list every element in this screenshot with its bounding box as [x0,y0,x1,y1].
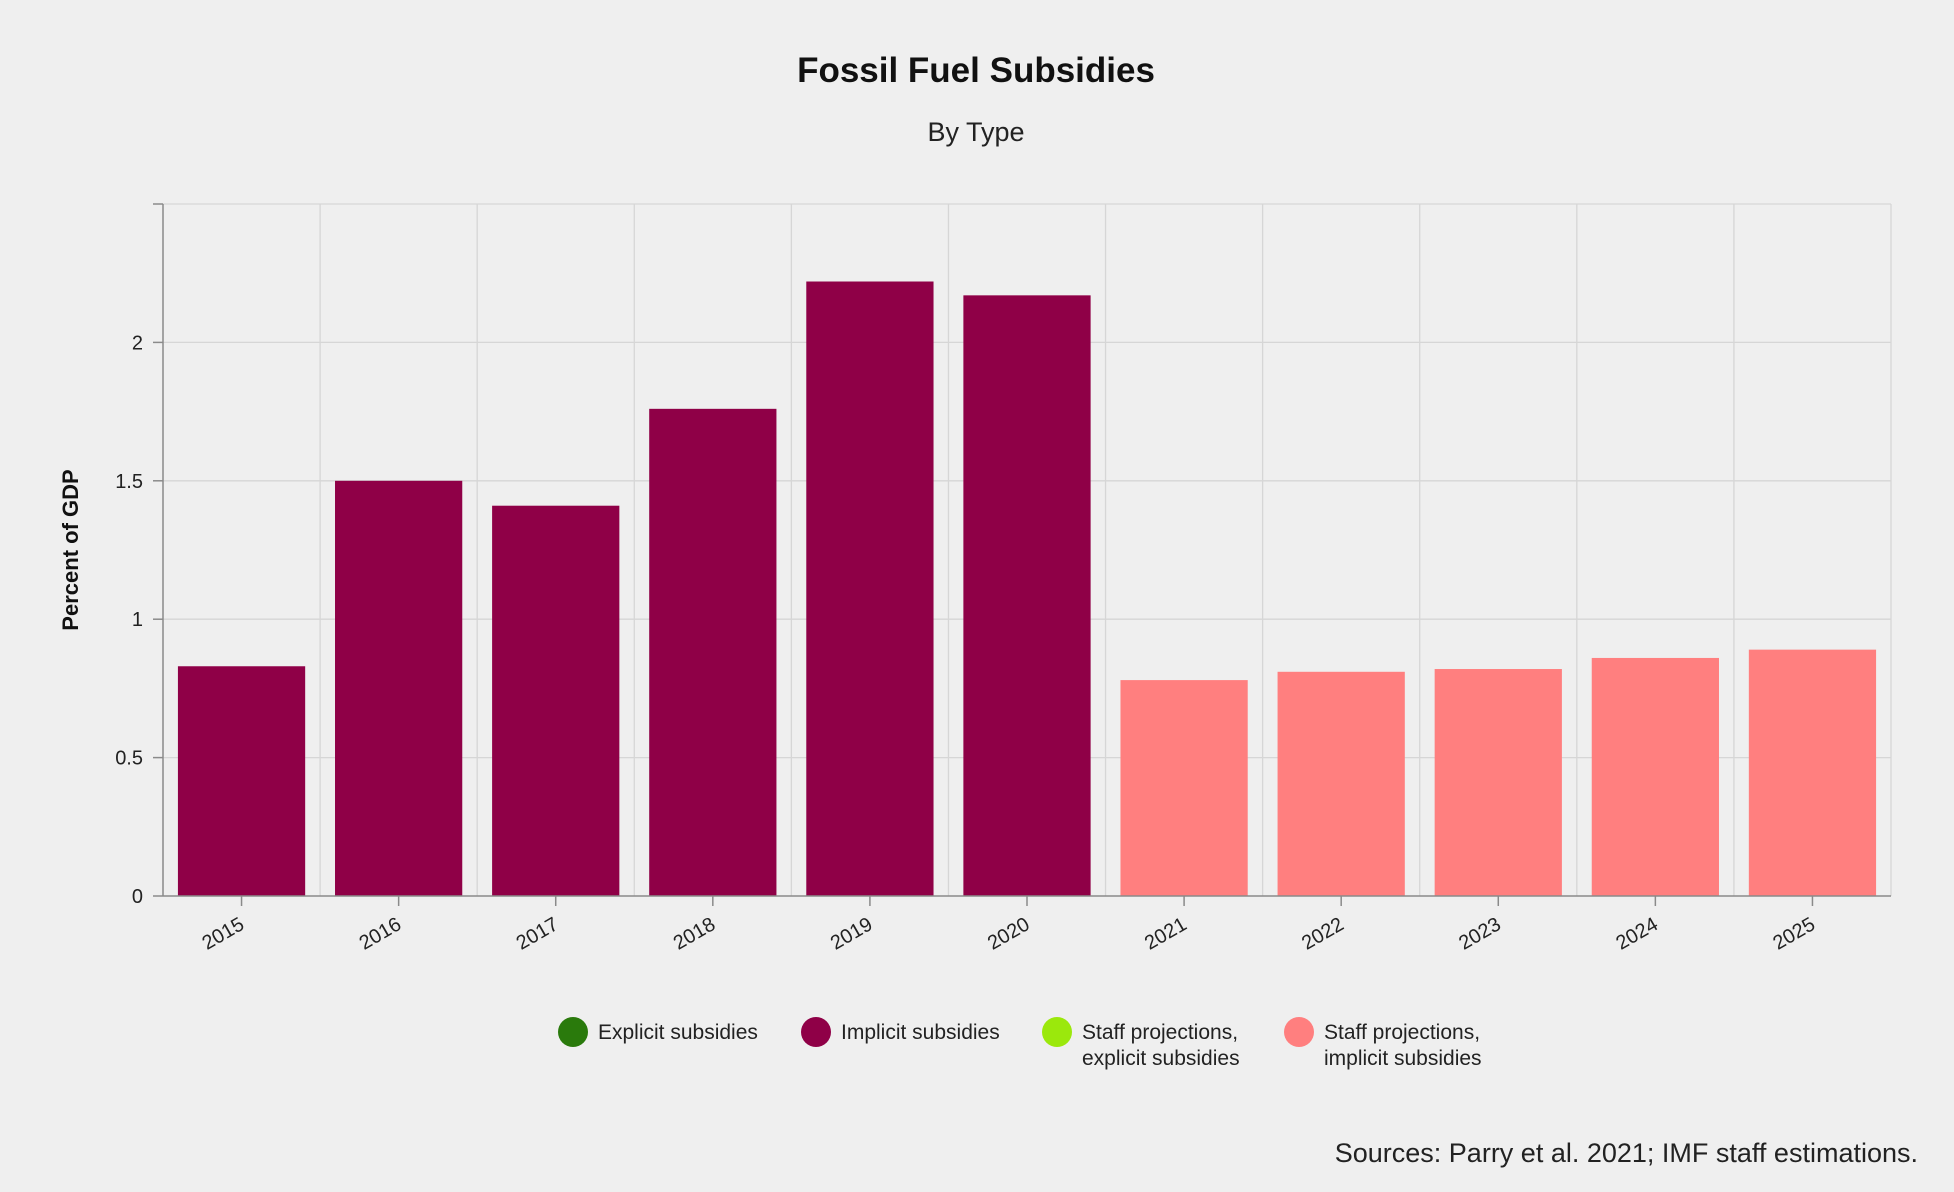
bar [963,295,1091,896]
x-tick-label: 2018 [670,913,720,954]
x-tick-label: 2024 [1612,913,1662,954]
legend-item: Implicit subsidies [801,1017,1000,1047]
bar [177,666,306,896]
legend: Explicit subsidies Implicit subsidies Staf… [558,1017,1482,1070]
bar [649,408,777,896]
chart-subtitle: By Type [927,117,1024,147]
y-tick-label: 2 [132,332,143,354]
legend-label: Staff projections, explicit subsidies [1082,1021,1240,1070]
bars [177,281,1877,896]
y-axis-ticks: 0 0.5 1 1.5 2 [115,332,163,908]
legend-item: Staff projections, explicit subsidies [1042,1017,1240,1070]
bar [1591,657,1719,896]
bar [1748,649,1877,896]
y-tick-label: 0 [132,886,143,908]
x-axis-ticks: 2015 2016 2017 2018 2019 2020 2021 2022 2023 2024… [199,896,1819,955]
legend-item: Staff projections, implicit subsidies [1284,1017,1482,1070]
x-tick-label: 2019 [827,913,877,954]
x-tick-label: 2022 [1298,913,1348,954]
y-tick-label: 1 [132,609,143,631]
legend-label: Implicit subsidies [841,1021,1000,1044]
legend-swatch [801,1017,831,1047]
legend-swatch [1284,1017,1314,1047]
chart-title: Fossil Fuel Subsidies [797,51,1155,90]
legend-label: Staff projections, implicit subsidies [1324,1021,1482,1070]
y-tick-label: 0.5 [115,748,143,770]
x-tick-label: 2025 [1769,913,1819,954]
x-tick-label: 2017 [513,913,563,954]
bar [1277,671,1405,896]
x-tick-label: 2016 [356,913,406,954]
bar [806,281,934,896]
x-tick-label: 2021 [1141,913,1191,954]
legend-label: Explicit subsidies [598,1021,758,1044]
legend-swatch [558,1017,588,1047]
x-tick-label: 2020 [984,913,1034,954]
x-tick-label: 2023 [1455,913,1505,954]
x-tick-label: 2015 [199,913,249,954]
source-note: Sources: Parry et al. 2021; IMF staff es… [1335,1138,1918,1168]
bar [492,505,620,896]
legend-swatch [1042,1017,1072,1047]
bar [1120,680,1248,896]
bar [335,480,463,896]
y-axis-title: Percent of GDP [58,469,83,630]
y-tick-label: 1.5 [115,471,143,493]
bar [1434,669,1562,896]
legend-item: Explicit subsidies [558,1017,758,1047]
